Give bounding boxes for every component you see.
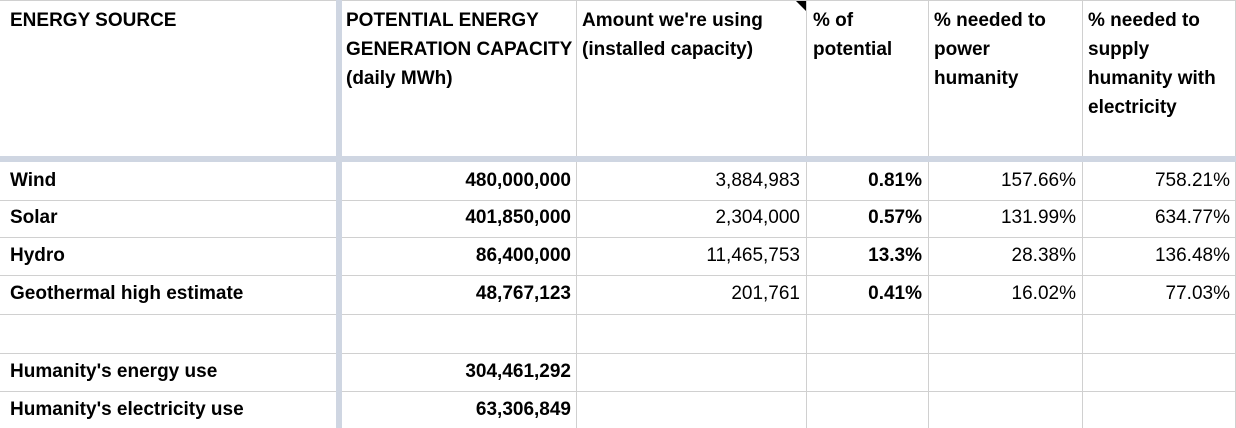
gridline: [0, 0, 1236, 1]
cell-total-label[interactable]: Humanity's electricity use: [10, 399, 244, 420]
cell-needed-electricity[interactable]: 77.03%: [1165, 283, 1230, 304]
cell-source[interactable]: Geothermal high estimate: [10, 283, 244, 304]
cell-percent-potential[interactable]: 13.3%: [868, 245, 922, 266]
cell-source[interactable]: Wind: [10, 170, 57, 191]
cell-needed-power[interactable]: 28.38%: [1011, 245, 1076, 266]
cell-source[interactable]: Solar: [10, 207, 58, 228]
header-cell-needed-power[interactable]: % needed to power humanity: [934, 10, 1046, 89]
cell-potential[interactable]: 48,767,123: [475, 283, 571, 304]
gridline: [1082, 0, 1083, 428]
cell-installed[interactable]: 11,465,753: [706, 245, 800, 266]
cell-percent-potential[interactable]: 0.57%: [868, 207, 922, 228]
cell-needed-electricity[interactable]: 758.21%: [1154, 170, 1230, 191]
cell-needed-electricity[interactable]: 136.48%: [1154, 245, 1230, 266]
gridline: [576, 0, 577, 428]
gridline: [0, 314, 1236, 315]
frozen-row-divider[interactable]: [0, 156, 1236, 162]
frozen-column-divider[interactable]: [336, 0, 342, 428]
cell-installed[interactable]: 2,304,000: [715, 207, 800, 228]
cell-potential[interactable]: 86,400,000: [475, 245, 571, 266]
cell-total-value[interactable]: 304,461,292: [465, 361, 571, 382]
empty-cell[interactable]: [0, 315, 336, 353]
header-cell-amount-using[interactable]: Amount we're using (installed capacity): [582, 10, 763, 60]
cell-potential[interactable]: 401,850,000: [465, 207, 571, 228]
gridline: [0, 353, 1236, 354]
header-cell-energy-source[interactable]: ENERGY SOURCE: [10, 10, 177, 31]
gridline: [0, 275, 1236, 276]
gridline: [928, 0, 929, 428]
cell-needed-power[interactable]: 157.66%: [1000, 170, 1076, 191]
header-cell-needed-electricity[interactable]: % needed to supply humanity with electri…: [1088, 10, 1216, 118]
header-cell-potential-capacity[interactable]: POTENTIAL ENERGY GENERATION CAPACITY (da…: [346, 10, 572, 89]
cell-percent-potential[interactable]: 0.41%: [868, 283, 922, 304]
cell-needed-power[interactable]: 16.02%: [1011, 283, 1076, 304]
comment-indicator-icon[interactable]: [796, 1, 806, 11]
cell-source[interactable]: Hydro: [10, 245, 65, 266]
cell-total-label[interactable]: Humanity's energy use: [10, 361, 218, 382]
cell-potential[interactable]: 480,000,000: [465, 170, 571, 191]
gridline: [0, 237, 1236, 238]
cell-needed-electricity[interactable]: 634.77%: [1154, 207, 1230, 228]
cell-total-value[interactable]: 63,306,849: [475, 399, 571, 420]
cell-installed[interactable]: 3,884,983: [715, 170, 800, 191]
gridline: [0, 391, 1236, 392]
header-cell-percent-potential[interactable]: % of potential: [813, 10, 893, 60]
cell-needed-power[interactable]: 131.99%: [1000, 207, 1076, 228]
cell-installed[interactable]: 201,761: [731, 283, 800, 304]
gridline: [0, 200, 1236, 201]
cell-percent-potential[interactable]: 0.81%: [868, 170, 922, 191]
gridline: [806, 0, 807, 428]
